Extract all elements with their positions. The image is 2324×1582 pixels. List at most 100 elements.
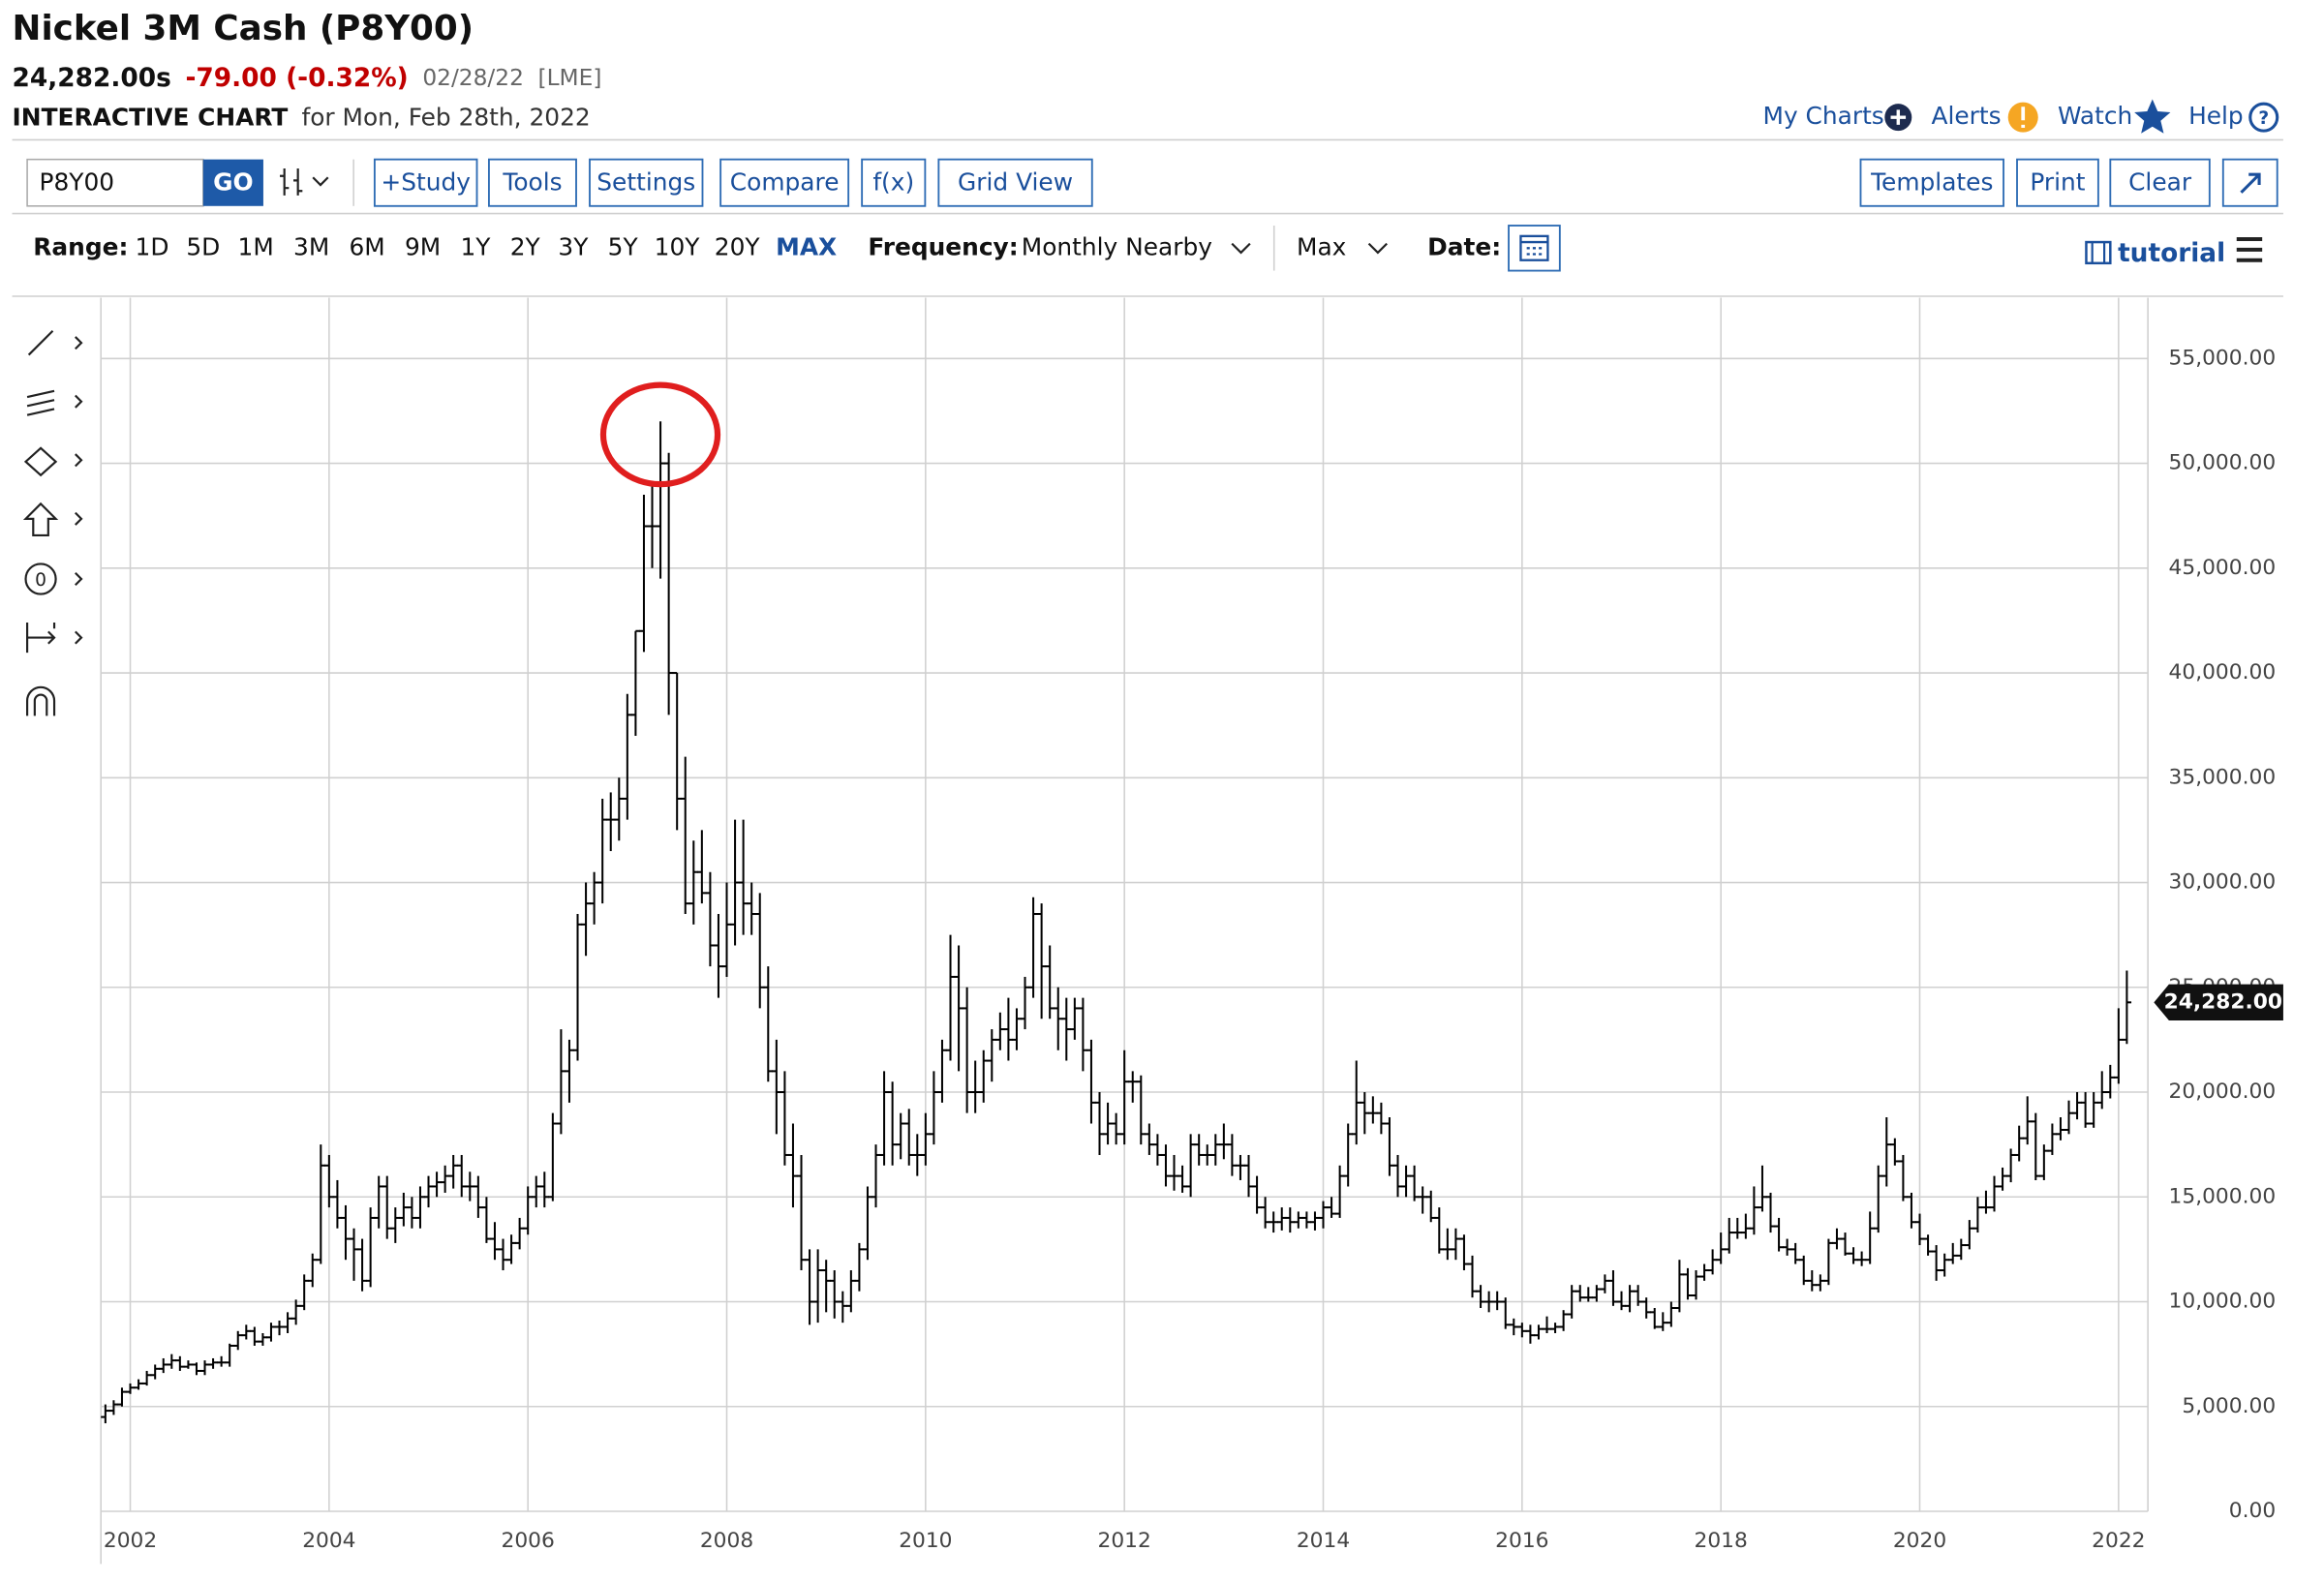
- clear-button[interactable]: [2109, 158, 2211, 207]
- button-label: +Study: [381, 167, 471, 196]
- my-charts-link[interactable]: My Charts: [1763, 102, 1884, 130]
- symbol-input[interactable]: [26, 158, 204, 207]
- calendar-grid: [1520, 240, 1548, 256]
- magnet-tool[interactable]: [25, 685, 56, 716]
- y-tick-label: 0.00: [2229, 1499, 2276, 1523]
- settings-button[interactable]: [589, 158, 704, 207]
- tools-button[interactable]: [487, 158, 577, 207]
- print-button[interactable]: [2016, 158, 2099, 207]
- alerts-link[interactable]: Alerts: [1931, 102, 2001, 130]
- help-link[interactable]: Help: [2188, 102, 2244, 130]
- x-tick-label: 2010: [899, 1529, 952, 1553]
- bar-type-icon[interactable]: [280, 167, 329, 196]
- chart-date: for Mon, Feb 28th, 2022: [301, 104, 590, 132]
- calendar-glyph: [1519, 234, 1549, 261]
- y-tick-label: 45,000.00: [2169, 556, 2277, 580]
- arrow-tool[interactable]: [22, 502, 59, 537]
- drawing-tools: 0: [22, 329, 83, 716]
- text-tool-glyph: 0: [35, 570, 46, 591]
- tutorial-icon[interactable]: [2085, 240, 2112, 265]
- shape-tool[interactable]: [23, 446, 58, 477]
- period-select[interactable]: Max: [1297, 232, 1346, 260]
- chevron[interactable]: [1231, 242, 1251, 255]
- range-option[interactable]: 20Y: [715, 232, 761, 260]
- symbol-value: P8Y00: [40, 167, 115, 196]
- y-tick-label: 55,000.00: [2169, 346, 2277, 370]
- exchange: [LME]: [537, 64, 601, 90]
- range-option[interactable]: 5D: [186, 232, 220, 260]
- expand-button[interactable]: [2221, 158, 2278, 207]
- fx-button[interactable]: [861, 158, 927, 207]
- y-tick-label: 35,000.00: [2169, 765, 2277, 789]
- page-title: Nickel 3M Cash (P8Y00): [13, 9, 474, 48]
- y-tick-label: 30,000.00: [2169, 870, 2277, 895]
- last-price-tag: [2154, 984, 2283, 1020]
- range-option[interactable]: MAX: [776, 232, 837, 260]
- x-tick-label: 2012: [1098, 1529, 1151, 1553]
- last-price-label: 24,282.00: [2164, 989, 2282, 1014]
- button-label: Compare: [730, 167, 840, 196]
- x-tick-label: 2020: [1893, 1529, 1946, 1553]
- grid-view-button[interactable]: [937, 158, 1093, 207]
- x-tick-label: 2008: [700, 1529, 753, 1553]
- x-tick-label: 2022: [2092, 1529, 2145, 1553]
- range-option[interactable]: 1Y: [460, 232, 491, 260]
- quote-line: 24,282.00s -79.00 (-0.32%) 02/28/22 [LME…: [13, 62, 602, 92]
- chart: 0.00 5,000.00 10,000.00 15,000.00 20,000.00 2…: [101, 297, 2283, 1553]
- y-tick-label: 40,000.00: [2169, 660, 2277, 685]
- chevron[interactable]: [1367, 242, 1388, 255]
- chart-kind: INTERACTIVE CHART: [13, 104, 289, 132]
- tutorial-link[interactable]: tutorial: [2118, 238, 2225, 268]
- price: 24,282.00s: [13, 62, 171, 92]
- y-tick-label: 20,000.00: [2169, 1080, 2277, 1104]
- range-option[interactable]: 1M: [238, 232, 274, 260]
- help-glyph: ?: [2258, 108, 2269, 129]
- plus-glyph: [1890, 109, 1907, 125]
- range-option[interactable]: 3M: [293, 232, 329, 260]
- range-option[interactable]: 10Y: [655, 232, 701, 260]
- date-label: Date:: [1427, 232, 1501, 260]
- x-tick-label: 2018: [1695, 1529, 1748, 1553]
- y-tick-label: 10,000.00: [2169, 1290, 2277, 1314]
- range-option[interactable]: 3Y: [558, 232, 589, 260]
- y-tick-label: 15,000.00: [2169, 1184, 2277, 1208]
- fib-tool[interactable]: [26, 389, 55, 416]
- menu-icon[interactable]: [2236, 236, 2263, 262]
- text-tool[interactable]: [24, 563, 57, 595]
- frequency-label: Frequency:: [868, 232, 1018, 260]
- range-label: Range:: [33, 232, 128, 260]
- x-tick-label: 2002: [104, 1529, 157, 1553]
- go-button[interactable]: [202, 159, 263, 206]
- go-label: GO: [213, 167, 254, 196]
- range-options: 1D 5D 1M 3M 6M 9M 1Y 2Y 3Y 5Y 10Y 20Y MAX: [136, 232, 838, 260]
- measure-tool[interactable]: [25, 623, 56, 654]
- x-tick-label: 2004: [302, 1529, 355, 1553]
- compare-button[interactable]: [719, 158, 850, 207]
- range-option[interactable]: 9M: [405, 232, 441, 260]
- range-option[interactable]: 5Y: [608, 232, 639, 260]
- watch-star[interactable]: [2134, 99, 2171, 134]
- x-tick-label: 2016: [1495, 1529, 1548, 1553]
- x-tick-label: 2006: [502, 1529, 555, 1553]
- button-label: Settings: [596, 167, 695, 196]
- highlight-circle: [599, 381, 721, 488]
- y-tick-label: 5,000.00: [2182, 1394, 2276, 1418]
- range-option[interactable]: 2Y: [510, 232, 541, 260]
- range-option[interactable]: 1D: [136, 232, 169, 260]
- button-label: f(x): [872, 167, 914, 196]
- templates-button[interactable]: [1859, 158, 2004, 207]
- tool-chevrons[interactable]: [75, 336, 83, 645]
- button-label: Templates: [1870, 167, 1993, 196]
- line-tool[interactable]: [27, 329, 54, 356]
- button-label: Print: [2030, 167, 2085, 196]
- button-label: Tools: [502, 167, 562, 196]
- watch-link[interactable]: Watch: [2058, 102, 2132, 130]
- study-button[interactable]: [373, 158, 478, 207]
- frequency-select[interactable]: Monthly Nearby: [1022, 232, 1212, 260]
- help-icon[interactable]: [2248, 102, 2279, 133]
- quote-date: 02/28/22: [422, 64, 524, 90]
- expand-glyph: [2240, 172, 2261, 194]
- range-option[interactable]: 6M: [349, 232, 384, 260]
